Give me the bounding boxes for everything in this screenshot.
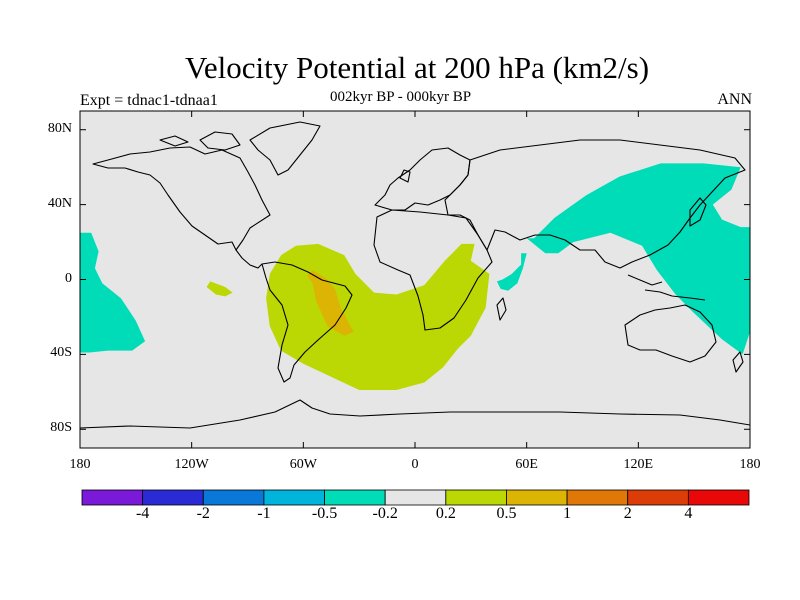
colorbar-label: -0.2 — [372, 505, 398, 522]
lat-label-80n: 80N — [47, 120, 72, 136]
colorbar-label: -1 — [257, 505, 271, 522]
map-subtitle: 002kyr BP - 000kyr BP — [330, 89, 472, 105]
colorbar-swatch — [384, 489, 447, 506]
colorbar-swatch — [627, 489, 689, 506]
lon-label-120e: 120E — [623, 457, 654, 472]
colorbar-label: 1 — [563, 505, 572, 522]
lon-label-180e: 180 — [739, 457, 761, 472]
colorbar-swatch — [263, 489, 325, 506]
colorbar — [81, 489, 750, 506]
experiment-label: Expt = tdnac1-tdnaa1 — [80, 92, 218, 109]
coastline-australia — [624, 304, 717, 363]
colorbar-label: 0.5 — [496, 505, 517, 522]
lat-label-40n: 40N — [47, 195, 72, 211]
lon-label-0: 0 — [411, 457, 419, 472]
region-east-africa-negative — [496, 253, 527, 291]
colorbar-swatch — [324, 489, 386, 506]
coastline-antarctica — [80, 399, 750, 429]
colorbar-swatch — [566, 489, 629, 506]
region-east-pacific-negative — [80, 232, 146, 353]
lon-label-180w: 180 — [69, 457, 91, 472]
region-west-pacific-asia-negative — [526, 163, 750, 355]
colorbar-swatch — [81, 489, 144, 506]
map-background — [80, 111, 750, 448]
colorbar-swatch — [687, 489, 750, 506]
lon-label-60e: 60E — [515, 457, 538, 472]
coastline-north-america — [92, 146, 271, 251]
coastline-japan — [689, 197, 707, 227]
colorbar-label: 2 — [623, 505, 632, 522]
season-label: ANN — [717, 91, 752, 108]
colorbar-swatch — [202, 489, 265, 506]
coastline-central-america — [235, 249, 263, 269]
colorbar-label: -0.5 — [311, 505, 338, 522]
coastline-arctic-islands — [159, 131, 241, 151]
map-title: Velocity Potential at 200 hPa (km2/s) — [184, 50, 650, 85]
coastlines — [80, 121, 750, 429]
lon-label-60w: 60W — [289, 457, 317, 472]
coastline-southeast-asia-islands — [627, 274, 706, 301]
lat-label-0: 0 — [65, 270, 72, 286]
colorbar-label: -2 — [196, 505, 210, 522]
region-brazil-positive — [307, 270, 354, 336]
coastline-south-america — [261, 261, 353, 383]
colorbar-label: 0.2 — [435, 505, 456, 522]
colorbar-label: 4 — [684, 505, 693, 522]
coastline-greenland — [249, 121, 321, 176]
coastline-madagascar — [496, 297, 507, 321]
colorbar-swatch — [445, 489, 507, 506]
lat-label-40s: 40S — [50, 345, 72, 361]
coastline-new-zealand — [732, 351, 744, 373]
region-east-pacific-small-positive — [206, 281, 233, 297]
colorbar-swatch — [142, 489, 204, 506]
lon-label-120w: 120W — [174, 457, 209, 472]
coastline-asia — [444, 139, 746, 269]
axis-ticks — [79, 111, 751, 448]
colorbar-label: -4 — [135, 505, 150, 522]
lat-label-80s: 80S — [50, 420, 72, 436]
coastline-british-isles — [399, 169, 411, 183]
colorbar-swatch — [506, 489, 568, 506]
